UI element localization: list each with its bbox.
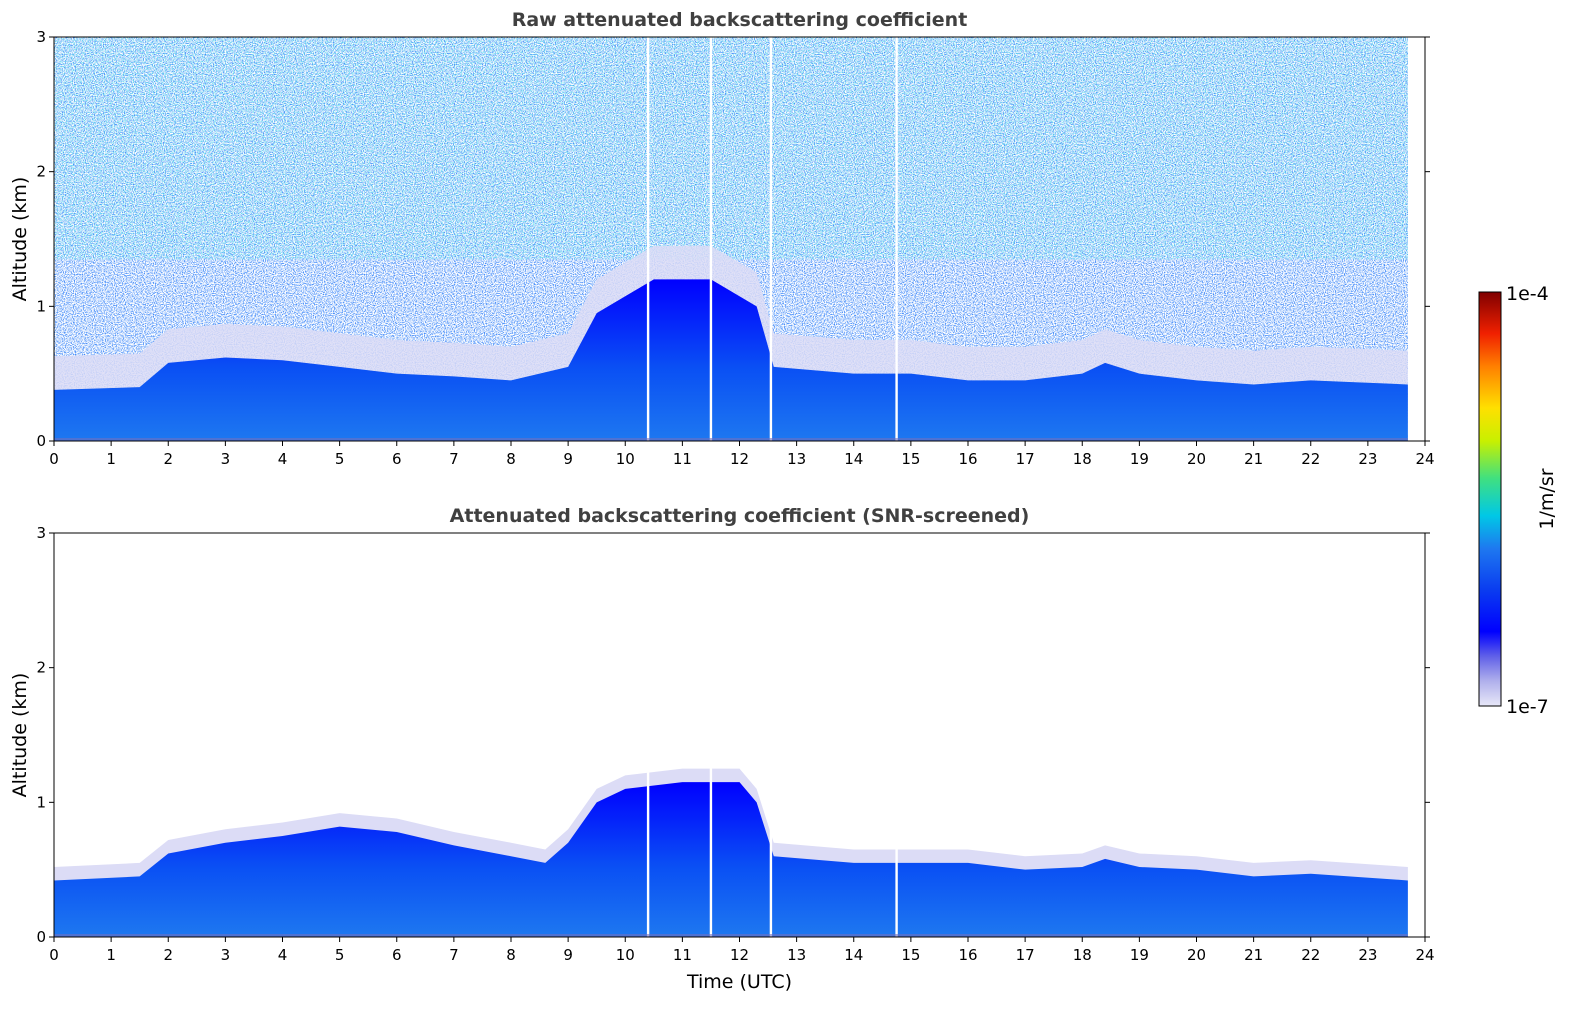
data-gap — [895, 533, 898, 937]
x-tick-label: 24 — [1415, 450, 1434, 468]
x-tick-label: 0 — [49, 450, 59, 468]
x-tick-label: 5 — [335, 450, 345, 468]
x-tick-label: 14 — [844, 450, 863, 468]
x-tick-label: 9 — [563, 946, 573, 964]
colorbar-min-label: 1e-7 — [1506, 696, 1549, 718]
x-tick-label: 19 — [1130, 946, 1149, 964]
x-tick-label: 14 — [844, 946, 863, 964]
y-tick-label: 0 — [36, 432, 46, 450]
raw-boundary-layer — [54, 279, 1408, 441]
raw-data-gaps — [646, 37, 898, 441]
data-gap — [646, 37, 650, 441]
x-tick-label: 7 — [449, 946, 459, 964]
colorbar-unit-label: 1/m/sr — [1536, 468, 1558, 529]
screened-ground-strip — [54, 934, 1408, 937]
x-tick-label: 24 — [1415, 946, 1434, 964]
data-gap — [709, 37, 713, 441]
y-tick-label: 3 — [36, 524, 46, 542]
x-tick-label: 22 — [1301, 450, 1320, 468]
x-tick-label: 15 — [901, 450, 920, 468]
x-tick-label: 17 — [1016, 450, 1035, 468]
x-tick-label: 18 — [1073, 450, 1092, 468]
x-tick-label: 3 — [221, 450, 231, 468]
x-tick-label: 20 — [1187, 946, 1206, 964]
x-tick-label: 8 — [506, 450, 516, 468]
x-tick-label: 15 — [901, 946, 920, 964]
x-tick-label: 20 — [1187, 450, 1206, 468]
x-tick-label: 4 — [278, 450, 288, 468]
x-tick-label: 17 — [1016, 946, 1035, 964]
x-tick-label: 11 — [673, 946, 692, 964]
screened-aerosol-layer — [54, 782, 1408, 937]
x-tick-label: 10 — [616, 450, 635, 468]
y-tick-label: 3 — [36, 28, 46, 46]
y-tick-label: 1 — [36, 297, 46, 315]
x-tick-label: 6 — [392, 946, 402, 964]
x-tick-label: 11 — [673, 450, 692, 468]
x-tick-label: 22 — [1301, 946, 1320, 964]
raw-x-axis: 0 1 2 3 4 5 6 7 8 9 10 11 12 13 14 15 16 17 18 19 20 21 22 23 24 — [49, 441, 1435, 468]
y-tick-label: 2 — [36, 659, 46, 677]
x-tick-label: 1 — [106, 450, 116, 468]
x-tick-label: 2 — [163, 946, 173, 964]
x-tick-label: 23 — [1358, 946, 1377, 964]
screened-data-gaps — [646, 533, 898, 937]
colorbar-max-label: 1e-4 — [1506, 283, 1549, 305]
y-tick-label: 2 — [36, 163, 46, 181]
x-tick-label: 12 — [730, 450, 749, 468]
x-tick-label: 21 — [1244, 946, 1263, 964]
raw-panel-title: Raw attenuated backscattering coefficien… — [512, 9, 968, 31]
x-tick-label: 16 — [958, 450, 977, 468]
x-tick-label: 10 — [616, 946, 635, 964]
data-gap — [646, 533, 650, 937]
x-tick-label: 13 — [787, 946, 806, 964]
screened-backscatter-panel: Attenuated backscattering coefficient (S… — [9, 505, 1435, 993]
raw-y-axis: 0 1 2 3 — [36, 28, 1430, 450]
x-tick-label: 12 — [730, 946, 749, 964]
x-tick-label: 5 — [335, 946, 345, 964]
data-gap — [769, 37, 773, 441]
x-tick-label: 4 — [278, 946, 288, 964]
x-tick-label: 1 — [106, 946, 116, 964]
screened-y-label: Altitude (km) — [9, 673, 31, 798]
x-tick-label: 16 — [958, 946, 977, 964]
raw-backscatter-panel: Raw attenuated backscattering coefficien… — [9, 9, 1435, 468]
x-tick-label: 8 — [506, 946, 516, 964]
x-tick-label: 0 — [49, 946, 59, 964]
data-gap — [895, 37, 898, 441]
y-tick-label: 1 — [36, 793, 46, 811]
data-gap — [709, 533, 713, 937]
screened-y-axis: 0 1 2 3 — [36, 524, 1430, 946]
x-tick-label: 18 — [1073, 946, 1092, 964]
x-tick-label: 21 — [1244, 450, 1263, 468]
y-tick-label: 0 — [36, 928, 46, 946]
x-tick-label: 2 — [163, 450, 173, 468]
screened-x-axis: 0 1 2 3 4 5 6 7 8 9 10 11 12 13 14 15 16 17 18 19 20 21 22 23 24 — [49, 937, 1435, 964]
x-tick-label: 9 — [563, 450, 573, 468]
x-tick-label: 23 — [1358, 450, 1377, 468]
screened-panel-title: Attenuated backscattering coefficient (S… — [450, 505, 1030, 527]
data-gap — [769, 533, 773, 937]
x-tick-label: 6 — [392, 450, 402, 468]
time-x-label: Time (UTC) — [686, 971, 792, 993]
x-tick-label: 13 — [787, 450, 806, 468]
colorbar: 1e-4 1e-7 1/m/sr — [1478, 283, 1558, 718]
colorbar-ramp — [1478, 291, 1502, 707]
raw-ground-strip — [54, 438, 1408, 441]
x-tick-label: 3 — [221, 946, 231, 964]
raw-noise-field-upper — [54, 37, 1408, 260]
x-tick-label: 7 — [449, 450, 459, 468]
raw-y-label: Altitude (km) — [9, 177, 31, 302]
x-tick-label: 19 — [1130, 450, 1149, 468]
